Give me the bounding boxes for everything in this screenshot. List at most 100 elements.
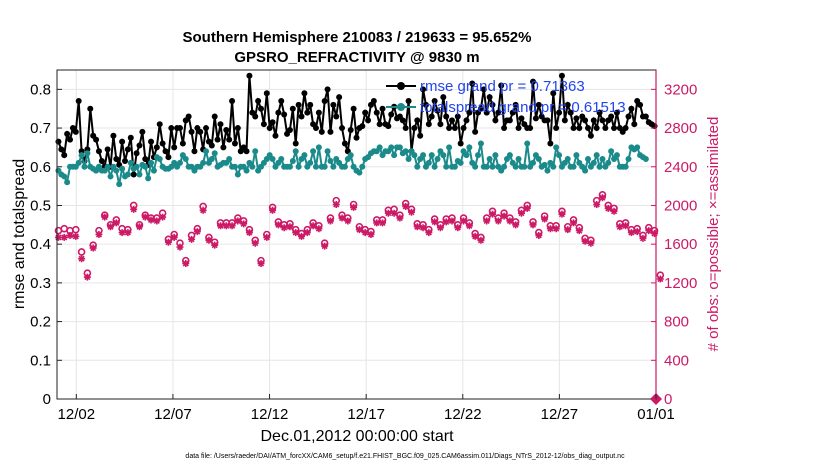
assimilated-obs-point bbox=[546, 225, 554, 233]
rmse-point bbox=[341, 140, 348, 147]
rmse-point bbox=[460, 125, 467, 132]
plot-area: 0 0.1 0.2 0.3 0.4 0.5 0.6 0.7 0.8 0 400 800 1200 1600… bbox=[30, 69, 697, 423]
assimilated-obs-point bbox=[390, 209, 398, 217]
rmse-point bbox=[217, 121, 224, 128]
rmse-point bbox=[637, 101, 644, 108]
rmse-point bbox=[286, 126, 293, 133]
rmse-point bbox=[226, 136, 233, 143]
rmse-point bbox=[162, 148, 169, 155]
assimilated-obs-point bbox=[159, 213, 167, 221]
rmse-point bbox=[142, 156, 149, 163]
rmse-point bbox=[587, 132, 594, 139]
rmse-point bbox=[417, 132, 424, 139]
totalspread-point bbox=[564, 156, 571, 163]
totalspread-point bbox=[234, 171, 241, 178]
totalspread-point bbox=[466, 144, 473, 151]
rmse-point bbox=[483, 109, 490, 116]
totalspread-point bbox=[472, 163, 479, 170]
totalspread-point bbox=[391, 152, 398, 159]
assimilated-obs-point bbox=[616, 223, 624, 231]
rmse-point bbox=[576, 125, 583, 132]
rmse-point bbox=[428, 113, 435, 120]
rmse-point bbox=[446, 125, 453, 132]
totalspread-point bbox=[593, 152, 600, 159]
rmse-point bbox=[258, 105, 265, 112]
chart-title-line2: GPSRO_REFRACTIVITY @ 9830 m bbox=[234, 49, 479, 66]
assimilated-obs-point bbox=[124, 229, 132, 237]
assimilated-obs-point bbox=[355, 226, 363, 234]
rmse-point bbox=[281, 111, 288, 118]
assimilated-obs-point bbox=[269, 206, 277, 214]
left-tick-label: 0.8 bbox=[30, 81, 51, 98]
assimilated-obs-point bbox=[587, 239, 595, 247]
assimilated-obs-point bbox=[147, 216, 155, 224]
totalspread-point bbox=[78, 152, 85, 159]
assimilated-obs-point bbox=[489, 210, 497, 218]
totalspread-point bbox=[402, 148, 409, 155]
totalspread-point bbox=[116, 181, 123, 188]
rmse-point bbox=[165, 154, 172, 161]
rmse-point bbox=[535, 101, 542, 108]
left-tick-label: 0.2 bbox=[30, 314, 51, 331]
rmse-point bbox=[223, 126, 230, 133]
totalspread-point bbox=[613, 152, 620, 159]
rmse-point bbox=[278, 97, 285, 104]
rmse-point bbox=[613, 109, 620, 116]
rmse-point bbox=[353, 134, 360, 141]
assimilated-obs-point bbox=[54, 233, 62, 241]
rmse-point bbox=[582, 117, 589, 124]
rmse-point bbox=[72, 128, 79, 135]
rmse-point bbox=[315, 109, 322, 116]
rmse-point bbox=[530, 78, 537, 85]
totalspread-point bbox=[176, 159, 183, 166]
totalspread-point bbox=[104, 163, 111, 170]
totalspread-point bbox=[292, 148, 299, 155]
assimilated-obs-point bbox=[286, 223, 294, 231]
rmse-point bbox=[448, 117, 455, 124]
rmse-point bbox=[359, 123, 366, 130]
rmse-point bbox=[292, 140, 299, 147]
rmse-point bbox=[509, 109, 516, 116]
totalspread-point bbox=[133, 163, 140, 170]
totalspread-point bbox=[483, 163, 490, 170]
assimilated-obs-point bbox=[118, 229, 126, 237]
rmse-point bbox=[153, 144, 160, 151]
rmse-point bbox=[211, 113, 218, 120]
right-tick-label: 3200 bbox=[664, 81, 697, 98]
assimilated-obs-point bbox=[257, 260, 265, 268]
rmse-point bbox=[602, 125, 609, 132]
rmse-point bbox=[518, 115, 525, 122]
totalspread-point bbox=[428, 152, 435, 159]
rmse-point bbox=[472, 128, 479, 135]
assimilated-obs-point bbox=[460, 217, 468, 225]
legend-rmse-marker bbox=[397, 82, 405, 90]
legend-totalspread-label: totalspread grand pr = 0.61513 bbox=[420, 99, 626, 116]
assimilated-obs-point bbox=[211, 241, 219, 249]
assimilated-obs-point bbox=[465, 222, 473, 230]
rmse-point bbox=[443, 113, 450, 120]
rmse-point bbox=[547, 140, 554, 147]
assimilated-obs-point bbox=[188, 235, 196, 243]
rmse-point bbox=[477, 105, 484, 112]
totalspread-point bbox=[127, 159, 134, 166]
assimilated-obs-point bbox=[598, 194, 606, 202]
assimilated-obs-point bbox=[564, 226, 572, 234]
rmse-point bbox=[61, 152, 68, 159]
rmse-point bbox=[179, 140, 186, 147]
assimilated-obs-point bbox=[500, 212, 508, 220]
totalspread-point bbox=[451, 163, 458, 170]
totalspread-point bbox=[556, 152, 563, 159]
assimilated-obs-point bbox=[182, 260, 190, 268]
assimilated-obs-point bbox=[216, 222, 224, 230]
assimilated-obs-point bbox=[575, 227, 583, 235]
rmse-point bbox=[584, 125, 591, 132]
totalspread-point bbox=[590, 159, 597, 166]
totalspread-point bbox=[524, 140, 531, 147]
assimilated-obs-point bbox=[303, 229, 311, 237]
rmse-point bbox=[625, 113, 632, 120]
rmse-point bbox=[558, 72, 565, 79]
left-tick-label: 0.7 bbox=[30, 120, 51, 137]
totalspread-point bbox=[145, 175, 152, 182]
rmse-point bbox=[608, 113, 615, 120]
totalspread-point bbox=[286, 163, 293, 170]
